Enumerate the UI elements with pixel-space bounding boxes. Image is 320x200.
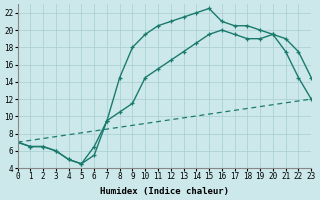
X-axis label: Humidex (Indice chaleur): Humidex (Indice chaleur)	[100, 187, 229, 196]
